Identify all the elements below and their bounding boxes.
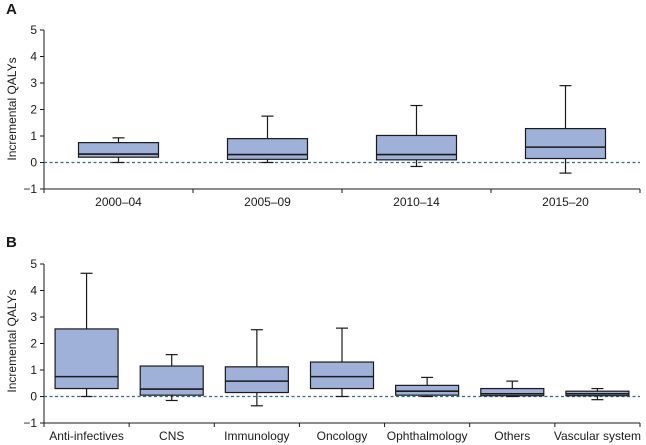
interquartile-box [309, 361, 375, 390]
interquartile-box [224, 366, 289, 394]
interquartile-box [524, 127, 607, 160]
interquartile-box [395, 384, 460, 396]
panel-a-letter: A [6, 1, 17, 18]
panel-a-plot-area: −1 0 1 2 3 4 5 2000–04 2005–09 2010–14 2015–20 [23, 23, 641, 209]
panel-a-y-tick-label: 2 [30, 103, 37, 117]
panel-a-x-tick-label: 2010–14 [393, 195, 440, 209]
panel-a-box-2 [375, 104, 458, 168]
interquartile-box [54, 328, 119, 390]
panel-b-box-2 [224, 329, 289, 407]
panel-b-y-tick-label: 3 [30, 310, 37, 324]
panel-b-x-tick-label: CNS [159, 429, 184, 443]
panel-a-box-1 [226, 115, 309, 164]
panel-b-y-tick-label: 1 [30, 363, 37, 377]
panel-b-x-tick-label: Anti-infectives [49, 429, 124, 443]
panel-b-x-tick-label: Immunology [224, 429, 289, 443]
panel-b: B Incremental QALYs −1 0 1 2 3 4 5 Anti-infecti… [5, 234, 641, 443]
panel-a-y-tick-label: 4 [30, 50, 37, 64]
panel-b-x-tick-label: Ophthalmology [387, 429, 468, 443]
panel-a-box-0 [77, 137, 160, 164]
panel-a-x-tick-label: 2015–20 [542, 195, 589, 209]
panel-b-y-tick-label: 0 [30, 390, 37, 404]
panel-b-x-tick-label: Others [494, 429, 530, 443]
panel-a-y-tick-label: 5 [30, 23, 37, 37]
panel-a-y-tick-label: 3 [30, 76, 37, 90]
panel-b-box-3 [309, 327, 375, 398]
panel-b-box-6 [565, 387, 630, 401]
panel-b-y-tick-label: −1 [23, 416, 37, 430]
panel-b-x-tick-label: Vascular system [554, 429, 641, 443]
panel-b-box-0 [54, 272, 119, 398]
panel-b-y-axis-label: Incremental QALYs [5, 289, 19, 392]
panel-b-y-tick-label: 5 [30, 257, 37, 271]
panel-a-y-tick-label: 1 [30, 129, 37, 143]
panel-a-y-tick-label: −1 [23, 182, 37, 196]
interquartile-box [77, 142, 160, 158]
panel-b-y-tick-label: 4 [30, 284, 37, 298]
panel-a-box-3 [524, 85, 607, 174]
panel-b-box-5 [480, 380, 545, 398]
panel-a: A Incremental QALYs −1 0 1 2 3 4 5 2000–04 2005–… [5, 1, 641, 209]
interquartile-box [375, 134, 458, 161]
interquartile-box [226, 138, 309, 160]
panel-b-plot-area: −1 0 1 2 3 4 5 Anti-infectives CNS Immunology Onco… [23, 257, 641, 443]
panel-a-y-axis-label: Incremental QALYs [5, 57, 19, 160]
panel-b-box-4 [395, 376, 460, 398]
panel-a-x-tick-label: 2000–04 [95, 195, 142, 209]
panel-a-x-tick-label: 2005–09 [244, 195, 291, 209]
panel-b-x-tick-label: Oncology [317, 429, 368, 443]
panel-b-letter: B [6, 234, 17, 251]
interquartile-box [480, 387, 545, 397]
panel-b-y-tick-label: 2 [30, 337, 37, 351]
panel-a-y-tick-label: 0 [30, 156, 37, 170]
interquartile-box [139, 365, 204, 396]
panel-b-box-1 [139, 354, 204, 402]
